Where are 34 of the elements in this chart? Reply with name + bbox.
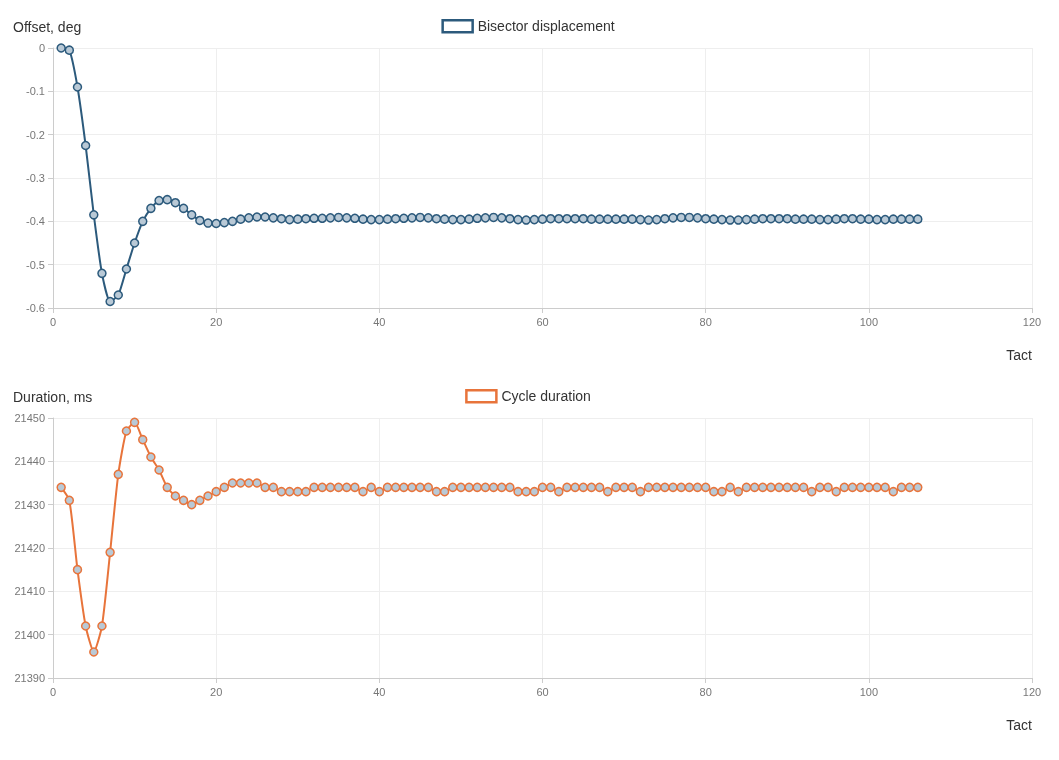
y-tick-label: -0.5 — [26, 258, 45, 271]
y-tick-label: 21450 — [14, 412, 45, 424]
x-tick-label: 80 — [699, 315, 712, 328]
x-tick-label: 20 — [210, 315, 223, 328]
x-tick-label: 60 — [536, 315, 549, 328]
x-tick-label: 100 — [859, 315, 879, 328]
y-tick-label: -0.1 — [26, 85, 45, 98]
y-tick-label: -0.2 — [26, 128, 45, 141]
y-axis-title: Offset, deg — [13, 19, 82, 35]
x-tick-label: 60 — [536, 685, 549, 698]
y-tick-label: 21410 — [14, 585, 45, 598]
x-tick-label: 100 — [859, 685, 879, 698]
x-tick-label: 0 — [49, 685, 57, 698]
legend-label: Bisector displacement — [477, 18, 615, 35]
x-tick-label: 120 — [1022, 315, 1042, 328]
y-tick-label: 21440 — [14, 455, 45, 468]
y-tick-label: -0.6 — [26, 302, 45, 314]
x-tick-label: 80 — [699, 685, 712, 698]
y-tick-label: 21400 — [14, 628, 45, 641]
y-tick-label: 21420 — [14, 542, 45, 554]
y-axis-title: Duration, ms — [13, 389, 93, 405]
x-tick-label: 20 — [210, 685, 223, 698]
legend-label: Cycle duration — [501, 388, 591, 405]
y-tick-label: -0.3 — [26, 172, 45, 184]
x-tick-label: 40 — [373, 315, 386, 328]
x-tick-label: 0 — [49, 315, 57, 328]
y-tick-label: 21390 — [14, 672, 45, 684]
x-tick-label: 120 — [1022, 685, 1042, 698]
y-tick-label: 0 — [38, 42, 45, 54]
x-tick-label: 40 — [373, 685, 386, 698]
y-tick-label: 21430 — [14, 498, 45, 511]
x-axis-title: Tact — [1006, 347, 1033, 363]
x-axis-title: Tact — [1006, 717, 1033, 733]
y-tick-label: -0.4 — [26, 215, 45, 228]
